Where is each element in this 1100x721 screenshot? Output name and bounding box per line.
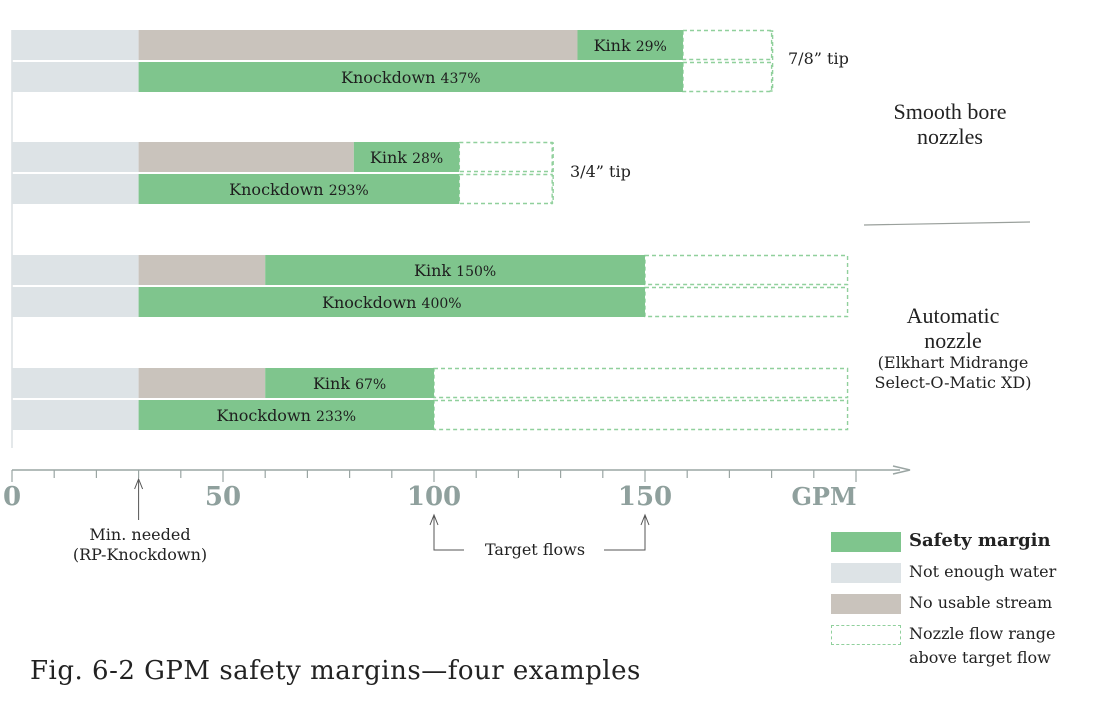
bar-label-pct-g0-s1-knockdown: 293% [329,183,369,199]
x-tick-label-150: 150 [618,482,672,512]
bar-label-name-g1-s1-knockdown: Knockdown [217,406,317,425]
bar-label-name-g0-s1-kink: Kink [370,148,412,167]
bar-not-enough-water-g1-s0-kink [12,255,139,285]
bar-safety-margin-g1-s1-kink [265,368,434,398]
legend-label-flow-range: Nozzle flow range above target flow [909,622,1055,670]
bar-not-enough-water-g0-s1-kink [12,142,139,172]
legend-swatch-not-enough-water [831,563,901,583]
target-flow-arrow-left [433,516,464,551]
group-label-smooth-line2: nozzles [917,124,983,149]
x-axis-arrow [892,465,911,475]
bar-no-usable-stream-g0-s0-kink [138,30,578,60]
legend-item-safety-margin: Safety margin [831,528,1091,559]
tip-bracket-g0-s1 [550,142,554,204]
x-tick-label-0: 0 [3,482,21,512]
figure-title: Fig. 6-2 GPM safety margins—four example… [30,656,641,686]
legend-label-flow-range-line1: Nozzle flow range [909,624,1056,643]
bar-label-name-g1-s0-kink: Kink [414,261,456,280]
bar-label-name-g1-s1-kink: Kink [313,374,355,393]
bar-not-enough-water-g0-s0-knockdown [12,62,139,92]
target-flows-annotation: Target flows [484,540,586,559]
bar-not-enough-water-g0-s0-kink [12,30,139,60]
legend-swatch-no-usable-stream [831,594,901,614]
bar-flow-range-g1-s1-kink [433,367,849,399]
legend-item-flow-range: Nozzle flow range above target flow [831,621,1091,671]
bar-not-enough-water-g1-s1-kink [12,368,139,398]
bar-label-name-g1-s0-knockdown: Knockdown [322,293,422,312]
bar-label-g0-s1-kink: Kink 28% [370,148,443,167]
bar-not-enough-water-g1-s1-knockdown [12,400,139,430]
group-separator-line [863,221,1031,226]
legend-item-not-enough-water: Not enough water [831,559,1091,590]
group-label-auto-line2: nozzle [924,328,982,353]
bar-not-enough-water-g0-s1-knockdown [12,174,139,204]
legend-swatch-flow-range [831,625,901,645]
x-axis-unit-label: GPM [791,482,856,511]
bar-label-g1-s1-knockdown: Knockdown 233% [217,406,357,425]
bar-label-name-g0-s0-knockdown: Knockdown [341,68,441,87]
target-flow-arrow-right [604,516,646,551]
bar-label-g0-s0-kink: Kink 29% [594,36,667,55]
bar-flow-range-g1-s0-knockdown [644,286,849,318]
bar-not-enough-water-g1-s0-knockdown [12,287,139,317]
bar-label-pct-g0-s0-knockdown: 437% [441,71,481,87]
bar-safety-margin-g0-s1-kink [353,142,460,172]
legend-item-no-usable-stream: No usable stream [831,590,1091,621]
bar-no-usable-stream-g1-s1-kink [138,368,266,398]
min-needed-arrowhead [134,477,144,490]
bar-safety-margin-g1-s0-knockdown [138,287,645,317]
bar-no-usable-stream-g1-s0-kink [138,255,266,285]
x-tick-label-50: 50 [205,482,241,512]
bar-flow-range-g0-s1-kink [458,141,553,173]
bar-label-name-g0-s0-kink: Kink [594,36,636,55]
bar-label-pct-g1-s0-kink: 150% [456,264,496,280]
bar-label-pct-g0-s0-kink: 29% [636,39,667,55]
bar-label-g0-s0-knockdown: Knockdown 437% [341,68,481,87]
bar-flow-range-g0-s0-knockdown [682,61,773,93]
legend-label-flow-range-line2: above target flow [909,648,1051,667]
bar-label-g1-s0-knockdown: Knockdown 400% [322,293,462,312]
bar-label-pct-g1-s1-knockdown: 233% [316,409,356,425]
bar-flow-range-g0-s1-knockdown [458,173,553,205]
tip-label-34: 3/4” tip [570,162,631,181]
bar-flow-range-g1-s0-kink [644,254,849,286]
min-needed-line1: Min. needed [89,525,191,544]
bar-safety-margin-g1-s0-kink [265,255,645,285]
legend-label-no-usable-stream: No usable stream [909,593,1053,612]
group-label-smooth-bore: Smooth bore nozzles [860,99,1040,149]
bar-safety-margin-g0-s1-knockdown [138,174,460,204]
bar-label-g1-s0-kink: Kink 150% [414,261,496,280]
bar-safety-margin-g0-s0-knockdown [138,62,683,92]
legend: Safety margin Not enough water No usable… [831,528,1091,671]
group-label-auto-line1: Automatic [906,303,1000,328]
tip-bracket-g0-s0 [769,30,774,92]
bar-label-g1-s1-kink: Kink 67% [313,374,386,393]
legend-label-safety-margin: Safety margin [909,530,1051,551]
bar-safety-margin-g0-s0-kink [577,30,683,60]
bar-label-pct-g1-s0-knockdown: 400% [422,296,462,312]
tip-label-78: 7/8” tip [788,49,849,68]
bar-label-g0-s1-knockdown: Knockdown 293% [229,180,369,199]
bar-no-usable-stream-g0-s1-kink [138,142,354,172]
bar-safety-margin-g1-s1-knockdown [138,400,434,430]
x-tick-label-100: 100 [407,482,461,512]
bar-flow-range-g0-s0-kink [682,29,773,61]
group-label-auto-detail2: Select-O-Matic XD) [874,373,1032,392]
group-label-auto-detail1: (Elkhart Midrange [877,353,1029,372]
legend-swatch-safety-margin [831,532,901,552]
target-flow-arrowhead-left [429,513,439,526]
group-label-smooth-line1: Smooth bore [893,99,1007,124]
min-needed-line2: (RP-Knockdown) [72,545,208,564]
group-label-automatic: Automatic nozzle (Elkhart Midrange Selec… [848,303,1058,393]
bar-label-pct-g1-s1-kink: 67% [355,377,386,393]
bar-label-pct-g0-s1-kink: 28% [412,151,443,167]
min-needed-annotation: Min. needed (RP-Knockdown) [40,525,240,565]
bar-flow-range-g1-s1-knockdown [433,399,849,431]
legend-label-not-enough-water: Not enough water [909,562,1057,581]
target-flow-arrowhead-right [640,513,650,526]
bar-label-name-g0-s1-knockdown: Knockdown [229,180,329,199]
